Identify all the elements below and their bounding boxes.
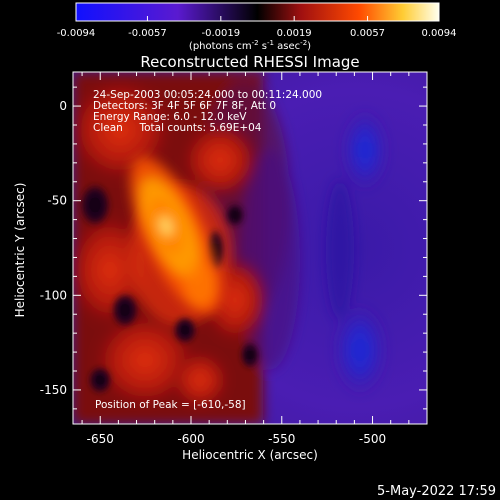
colorbar-tick-label: -0.0094 [57, 28, 96, 39]
colorbar-gradient [76, 3, 439, 21]
info-time-range: 24-Sep-2003 00:05:24.000 to 00:11:24.000 [93, 89, 322, 101]
colorbar-tick-label: 0.0094 [422, 28, 457, 39]
colorbar-ticks: -0.0094 -0.0057 -0.0019 0.0019 0.0057 0.0094 [57, 16, 457, 39]
plot-title: Reconstructed RHESSI Image [140, 53, 359, 71]
x-axis-label: Heliocentric X (arcsec) [182, 448, 318, 462]
y-tick-label: -50 [47, 194, 67, 208]
info-total-counts: Clean Total counts: 5.69E+04 [93, 122, 262, 134]
y-axis-label: Heliocentric Y (arcsec) [13, 183, 27, 318]
y-tick-label: 0 [59, 99, 67, 113]
x-tick-label: -600 [177, 432, 204, 446]
y-tick-label: -100 [40, 288, 67, 302]
colorbar-tick-label: 0.0057 [350, 28, 385, 39]
colorbar-frame [75, 2, 440, 22]
footer-timestamp: 5-May-2022 17:59 [377, 484, 496, 499]
x-tick-label: -550 [268, 432, 295, 446]
colorbar-units: (photons cm-2 s-1 asec-2) [189, 39, 311, 52]
rhessi-image [73, 72, 427, 424]
colorbar-tick-label: -0.0019 [202, 28, 241, 39]
colorbar: -0.0094 -0.0057 -0.0019 0.0019 0.0057 0.0094 … [57, 2, 457, 52]
plot-frame [72, 71, 428, 425]
y-tick-label: -150 [40, 383, 67, 397]
x-tick-label: -500 [359, 432, 386, 446]
peak-position: Position of Peak = [-610,-58] [95, 399, 246, 411]
info-energy-range: Energy Range: 6.0 - 12.0 keV [93, 111, 247, 123]
dark-patches [79, 183, 260, 394]
colorbar-tick-label: 0.0019 [277, 28, 312, 39]
info-detectors: Detectors: 3F 4F 5F 6F 7F 8F, Att 0 [93, 100, 276, 112]
colorbar-tick-label: -0.0057 [128, 28, 167, 39]
axis-ticks: -650 -600 -550 -500 0 -50 -100 -150 [40, 72, 428, 446]
x-tick-label: -650 [87, 432, 114, 446]
source-region [73, 72, 300, 424]
image-info: 24-Sep-2003 00:05:24.000 to 00:11:24.000… [93, 89, 322, 411]
flare-core [129, 156, 221, 314]
blue-features [326, 110, 387, 395]
